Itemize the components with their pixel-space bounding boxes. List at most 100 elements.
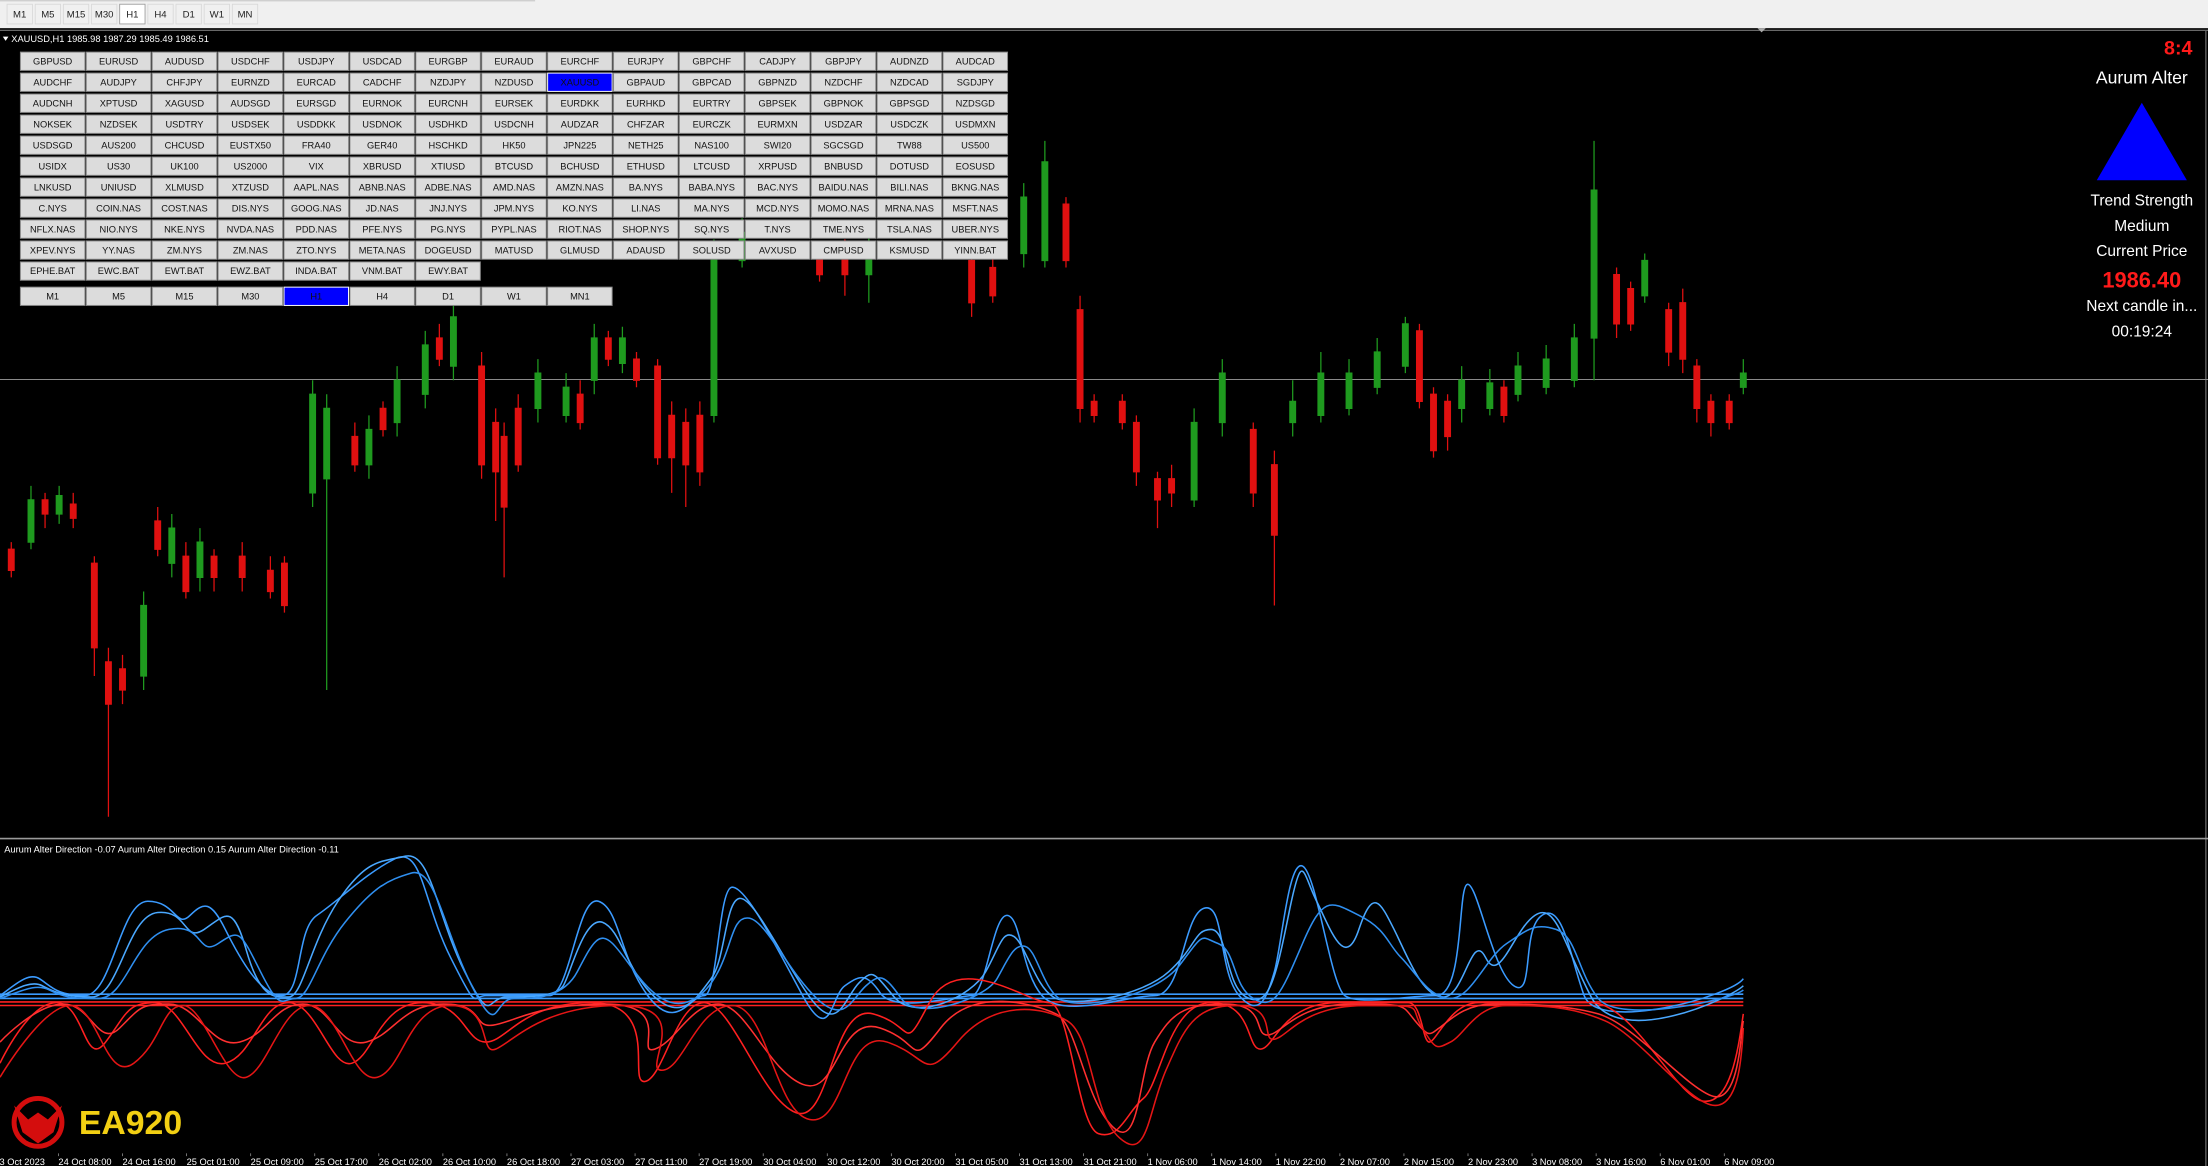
button[interactable] (283, 51, 350, 71)
button-label[interactable]: M5 (112, 291, 125, 301)
button-label[interactable]: AUDZAR (561, 119, 599, 129)
button[interactable] (547, 156, 613, 176)
button-label[interactable]: SOLUSD (693, 245, 731, 255)
button[interactable] (810, 177, 877, 197)
button-label[interactable]: NZDUSD (495, 77, 534, 87)
button-label[interactable]: PFE.NYS (362, 224, 402, 234)
button-label[interactable]: M15 (175, 291, 193, 301)
button-label[interactable]: UK100 (170, 161, 198, 171)
button[interactable] (217, 135, 284, 155)
button[interactable] (744, 219, 811, 239)
button-label[interactable]: CHFZAR (627, 119, 665, 129)
button-label[interactable]: US2000 (234, 161, 268, 171)
button[interactable] (547, 51, 613, 71)
button-label[interactable]: UBER.NYS (952, 224, 999, 234)
button-label[interactable]: GER40 (367, 140, 397, 150)
button-label[interactable]: ZM.NYS (167, 245, 202, 255)
button[interactable] (283, 156, 350, 176)
button[interactable] (283, 93, 350, 113)
button[interactable] (481, 198, 547, 218)
button-label[interactable]: CHCUSD (165, 140, 205, 150)
button-label[interactable]: SWI20 (764, 140, 792, 150)
button-label[interactable]: COST.NAS (161, 203, 207, 213)
button[interactable] (85, 261, 152, 281)
button[interactable] (415, 286, 481, 306)
button-label[interactable]: EURTRY (693, 98, 731, 108)
button[interactable] (810, 156, 877, 176)
button-label[interactable]: SQ.NYS (694, 224, 729, 234)
button[interactable] (151, 156, 218, 176)
button-label[interactable]: CADCHF (363, 77, 402, 87)
button[interactable] (151, 135, 218, 155)
button-label[interactable]: EUSTX50 (230, 140, 271, 150)
button[interactable] (942, 114, 1009, 134)
button[interactable] (151, 261, 218, 281)
button[interactable] (678, 72, 745, 92)
button-label[interactable]: NVDA.NAS (227, 224, 274, 234)
button-label[interactable]: EURSGD (296, 98, 336, 108)
button-label[interactable]: C.NYS (38, 203, 66, 213)
button-label[interactable]: LTCUSD (693, 161, 730, 171)
button-label[interactable]: AUDCAD (956, 56, 995, 66)
toolbar-tab-label[interactable]: M15 (67, 9, 86, 20)
button-label[interactable]: USDSGD (33, 140, 73, 150)
button-label[interactable]: T.NYS (764, 224, 790, 234)
toolbar-tab-label[interactable]: H4 (154, 9, 167, 20)
button[interactable] (415, 156, 481, 176)
button[interactable] (349, 93, 415, 113)
button-label[interactable]: NFLX.NAS (30, 224, 75, 234)
button-label[interactable]: EURGBP (428, 56, 467, 66)
button-label[interactable]: AAPL.NAS (294, 182, 339, 192)
button[interactable] (85, 93, 152, 113)
button[interactable] (19, 93, 86, 113)
button-label[interactable]: BKNG.NAS (951, 182, 999, 192)
button-label[interactable]: ADAUSD (626, 245, 665, 255)
button[interactable] (547, 219, 613, 239)
button[interactable] (481, 219, 547, 239)
button-label[interactable]: EWY.BAT (428, 266, 468, 276)
button-label[interactable]: JD.NAS (366, 203, 399, 213)
button-label[interactable]: INDA.BAT (295, 266, 337, 276)
button-label[interactable]: DIS.NYS (232, 203, 269, 213)
button[interactable] (415, 240, 481, 260)
button[interactable] (349, 114, 415, 134)
button[interactable] (85, 72, 152, 92)
button-label[interactable]: GBPSEK (759, 98, 798, 108)
button[interactable] (349, 72, 415, 92)
button[interactable] (942, 177, 1009, 197)
button-label[interactable]: SGDJPY (957, 77, 994, 87)
button[interactable] (85, 198, 152, 218)
button-label[interactable]: USDJPY (298, 56, 335, 66)
button-label[interactable]: AUDSGD (231, 98, 271, 108)
button[interactable] (481, 72, 547, 92)
toolbar-tab[interactable] (175, 3, 202, 25)
button[interactable] (19, 219, 86, 239)
button[interactable] (415, 114, 481, 134)
button-label[interactable]: JNJ.NYS (429, 203, 467, 213)
button-label[interactable]: M30 (241, 291, 259, 301)
button[interactable] (85, 156, 152, 176)
button[interactable] (19, 240, 86, 260)
button[interactable] (744, 114, 811, 134)
button-label[interactable]: XAGUSD (165, 98, 204, 108)
button[interactable] (613, 219, 679, 239)
button-label[interactable]: CMPUSD (823, 245, 864, 255)
button[interactable] (810, 219, 877, 239)
button[interactable] (678, 114, 745, 134)
toolbar-tab-label[interactable]: W1 (210, 9, 224, 20)
toolbar-tab-label[interactable]: H1 (126, 9, 138, 20)
button-label[interactable]: NZDSGD (956, 98, 995, 108)
button-label[interactable]: TSLA.NAS (887, 224, 932, 234)
button-label[interactable]: FRA40 (302, 140, 331, 150)
button-label[interactable]: USDTRY (165, 119, 203, 129)
button[interactable] (217, 114, 284, 134)
button-label[interactable]: USDSEK (231, 119, 270, 129)
button-label[interactable]: GBPCHF (692, 56, 731, 66)
button[interactable] (613, 114, 679, 134)
button[interactable] (481, 240, 547, 260)
button-label[interactable]: XLMUSD (165, 182, 204, 192)
button-label[interactable]: LNKUSD (34, 182, 72, 192)
button-label[interactable]: XAUUSD (561, 77, 600, 87)
button-label[interactable]: H1 (310, 291, 322, 301)
button[interactable] (85, 286, 152, 306)
